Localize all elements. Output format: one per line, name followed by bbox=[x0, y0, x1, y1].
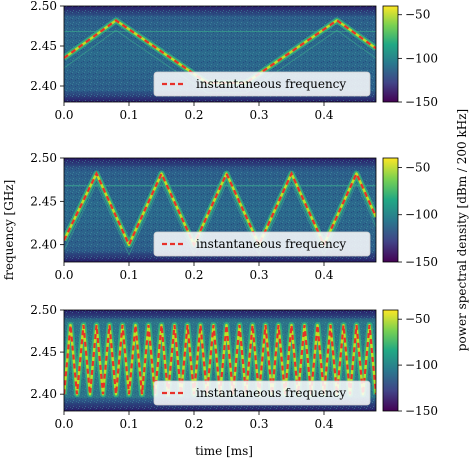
colorbar-label: power spectral density [dBm / 200 kHz] bbox=[455, 109, 469, 351]
legend: instantaneous frequency bbox=[153, 71, 371, 97]
colorbar-tick-label: −150 bbox=[405, 255, 438, 269]
colorbar-tick-label: −100 bbox=[405, 358, 438, 372]
x-tick-label: 0.2 bbox=[184, 417, 203, 431]
y-tick-label: 2.40 bbox=[30, 387, 57, 401]
axes-frame bbox=[63, 309, 377, 412]
legend-box bbox=[153, 231, 371, 257]
x-tick-label: 0.0 bbox=[54, 417, 73, 431]
x-tick-label: 0.1 bbox=[119, 268, 138, 282]
heatmap-top bbox=[64, 6, 376, 102]
x-axis-label: time [ms] bbox=[195, 444, 253, 458]
x-tick-label: 0.1 bbox=[119, 108, 138, 122]
panel-top: 0.0 0.1 0.2 0.3 0.4 2.40 2.45 2.50 instantaneous… bbox=[30, 0, 438, 122]
colorbar-tick-label: −150 bbox=[405, 404, 438, 418]
y-tick-label: 2.45 bbox=[30, 345, 57, 359]
y-tick-label: 2.45 bbox=[30, 194, 57, 208]
y-tick-label: 2.40 bbox=[30, 238, 57, 252]
colorbar-tick-label: −50 bbox=[405, 312, 430, 326]
legend: instantaneous frequency bbox=[153, 380, 371, 406]
x-tick-label: 0.0 bbox=[54, 268, 73, 282]
x-tick-label: 0.3 bbox=[249, 268, 268, 282]
colorbar: −50 −100 −150 bbox=[382, 157, 438, 269]
colorbar-tick-label: −100 bbox=[405, 51, 438, 65]
colorbar-gradient bbox=[382, 157, 399, 263]
x-tick-label: 0.4 bbox=[314, 417, 333, 431]
panel-bottom: 0.0 0.1 0.2 0.3 0.4 2.40 2.45 2.50 instantaneous… bbox=[30, 303, 438, 431]
x-tick-label: 0.2 bbox=[184, 268, 203, 282]
y-tick-label: 2.45 bbox=[30, 39, 57, 53]
colorbar: −50 −100 −150 bbox=[382, 309, 438, 418]
heatmap-bottom bbox=[64, 310, 376, 411]
y-tick-label: 2.50 bbox=[30, 303, 57, 317]
y-tick-label: 2.50 bbox=[30, 151, 57, 165]
colorbar-gradient bbox=[382, 309, 399, 412]
axes-frame bbox=[63, 157, 377, 263]
x-tick-label: 0.4 bbox=[314, 108, 333, 122]
colorbar-tick-label: −100 bbox=[405, 208, 438, 222]
legend-box bbox=[153, 71, 371, 97]
panel-middle: 0.0 0.1 0.2 0.3 0.4 2.40 2.45 2.50 instantaneous… bbox=[30, 151, 438, 282]
legend-box bbox=[153, 380, 371, 406]
x-tick-label: 0.2 bbox=[184, 108, 203, 122]
legend-label: instantaneous frequency bbox=[196, 237, 346, 251]
y-tick-label: 2.40 bbox=[30, 79, 57, 93]
legend-label: instantaneous frequency bbox=[196, 386, 346, 400]
colorbar-tick-label: −50 bbox=[405, 160, 430, 174]
x-tick-label: 0.0 bbox=[54, 108, 73, 122]
x-tick-label: 0.3 bbox=[249, 417, 268, 431]
signal-echo bbox=[64, 182, 376, 256]
colorbar-tick-label: −50 bbox=[405, 8, 430, 22]
legend: instantaneous frequency bbox=[153, 231, 371, 257]
colorbar-gradient bbox=[382, 5, 399, 103]
x-tick-label: 0.4 bbox=[314, 268, 333, 282]
colorbar: −50 −100 −150 bbox=[382, 5, 438, 109]
legend-label: instantaneous frequency bbox=[196, 77, 346, 91]
axes-frame bbox=[63, 5, 377, 103]
instantaneous-frequency-line bbox=[64, 170, 376, 248]
y-tick-label: 2.50 bbox=[30, 0, 57, 13]
y-axis-label: frequency [GHz] bbox=[2, 180, 16, 281]
x-tick-label: 0.3 bbox=[249, 108, 268, 122]
x-tick-label: 0.1 bbox=[119, 417, 138, 431]
panels: 0.0 0.1 0.2 0.3 0.4 2.40 2.45 2.50 instantaneous… bbox=[30, 0, 438, 431]
colorbar-tick-label: −150 bbox=[405, 95, 438, 109]
